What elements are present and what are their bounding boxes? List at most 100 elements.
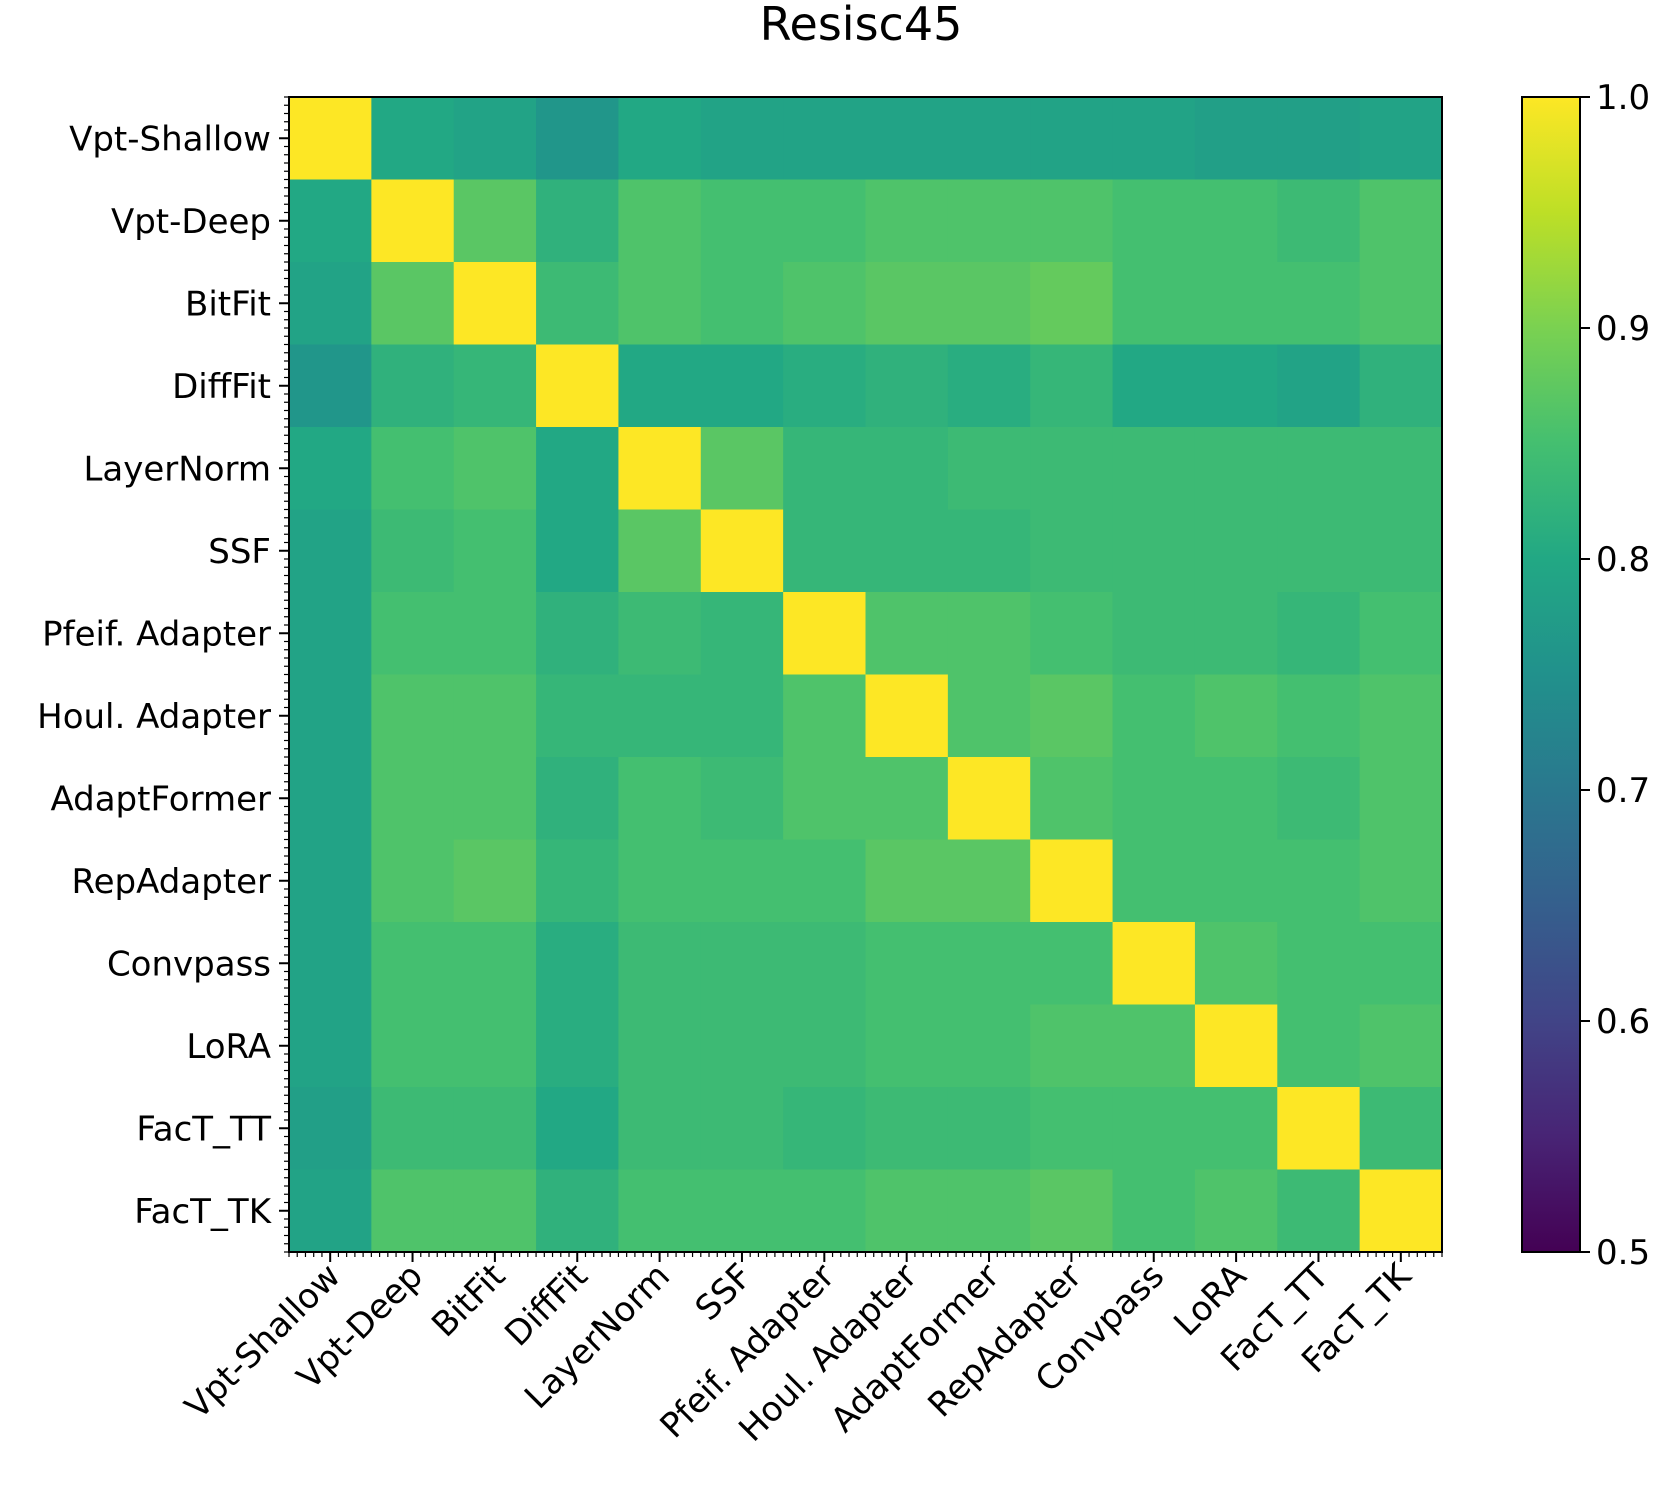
heatmap-cell — [536, 1004, 620, 1088]
y-tick-label: FacT_TT — [136, 1109, 271, 1149]
colorbar-tick-label: 0.5 — [1596, 1233, 1650, 1273]
heatmap-cell — [1112, 922, 1196, 1006]
y-tick-label: DiffFit — [172, 367, 271, 407]
heatmap-cell — [947, 509, 1031, 593]
heatmap-cell — [371, 1004, 455, 1088]
heatmap-cell — [536, 427, 620, 511]
heatmap-cell — [783, 1087, 867, 1171]
heatmap-cell — [1030, 757, 1114, 841]
heatmap-cell — [700, 262, 784, 346]
heatmap-cell — [783, 1004, 867, 1088]
y-tick-label: BitFit — [185, 284, 271, 324]
heatmap-cell — [1030, 592, 1114, 676]
heatmap-cell — [700, 179, 784, 263]
heatmap-cell — [371, 179, 455, 263]
heatmap-cell — [700, 922, 784, 1006]
heatmap-cell — [1112, 509, 1196, 593]
heatmap-cell — [700, 97, 784, 181]
heatmap-cell — [865, 1087, 949, 1171]
heatmap-cell — [618, 179, 702, 263]
heatmap-cell — [947, 757, 1031, 841]
heatmap-cell — [1277, 262, 1361, 346]
heatmap-cell — [947, 922, 1031, 1006]
heatmap-cell — [1277, 1169, 1361, 1253]
heatmap-cell — [865, 1004, 949, 1088]
heatmap-cell — [371, 509, 455, 593]
heatmap-cell — [1359, 344, 1443, 428]
heatmap-cell — [1277, 344, 1361, 428]
heatmap-cell — [1277, 1004, 1361, 1088]
heatmap-cell — [371, 592, 455, 676]
heatmap-cell — [1277, 839, 1361, 923]
heatmap-cell — [865, 97, 949, 181]
heatmap-cell — [1277, 97, 1361, 181]
heatmap-cell — [865, 344, 949, 428]
heatmap-cell — [618, 839, 702, 923]
heatmap-cell — [453, 344, 537, 428]
heatmap-cell — [1194, 674, 1278, 758]
heatmap-cell — [1359, 674, 1443, 758]
colorbar-tick-label: 1.0 — [1596, 78, 1650, 118]
heatmap-cell — [1030, 1169, 1114, 1253]
heatmap-cell — [453, 97, 537, 181]
heatmap-cell — [1112, 97, 1196, 181]
heatmap-cell — [865, 427, 949, 511]
heatmap-cell — [1030, 1004, 1114, 1088]
heatmap-cell — [783, 839, 867, 923]
heatmap-cell — [618, 1169, 702, 1253]
heatmap-cell — [453, 592, 537, 676]
chart-title: Resisc45 — [760, 0, 963, 51]
heatmap-cell — [453, 509, 537, 593]
heatmap-cell — [618, 262, 702, 346]
heatmap-cell — [700, 1004, 784, 1088]
heatmap-cell — [1359, 262, 1443, 346]
y-tick-label: Vpt-Deep — [111, 202, 271, 242]
heatmap-cell — [289, 509, 372, 593]
heatmap-cell — [536, 344, 620, 428]
heatmap-cell — [1194, 1087, 1278, 1171]
heatmap-cell — [453, 1169, 537, 1253]
heatmap-cell — [700, 839, 784, 923]
heatmap-cell — [289, 757, 372, 841]
heatmap-cell — [618, 509, 702, 593]
heatmap-cell — [618, 97, 702, 181]
heatmap-cell — [947, 1169, 1031, 1253]
heatmap-cell — [783, 1169, 867, 1253]
heatmap-cell — [1112, 674, 1196, 758]
heatmap-cell — [783, 509, 867, 593]
heatmap-cell — [536, 592, 620, 676]
heatmap-cell — [783, 427, 867, 511]
heatmap-cell — [453, 674, 537, 758]
heatmap-cell — [783, 262, 867, 346]
heatmap-cell — [1359, 1004, 1443, 1088]
x-tick-label: SSF — [688, 1256, 761, 1329]
heatmap-cell — [865, 1169, 949, 1253]
heatmap-cell — [289, 427, 372, 511]
y-tick-label: FacT_TK — [134, 1192, 273, 1232]
heatmap-cell — [536, 179, 620, 263]
heatmap-cell — [783, 674, 867, 758]
heatmap-cell — [371, 427, 455, 511]
heatmap-cell — [371, 97, 455, 181]
heatmap-cell — [371, 344, 455, 428]
heatmap-cell — [947, 427, 1031, 511]
heatmap-cell — [783, 179, 867, 263]
heatmap-cell — [700, 1087, 784, 1171]
heatmap-cell — [700, 757, 784, 841]
heatmap-cell — [289, 97, 372, 181]
heatmap-cells — [289, 97, 1443, 1253]
heatmap-cell — [783, 97, 867, 181]
heatmap-cell — [1277, 179, 1361, 263]
heatmap-cell — [618, 344, 702, 428]
heatmap-cell — [1194, 509, 1278, 593]
y-tick-label: RepAdapter — [72, 862, 272, 902]
heatmap-cell — [1277, 592, 1361, 676]
colorbar-gradient — [1521, 96, 1581, 1253]
heatmap-cell — [1194, 1004, 1278, 1088]
heatmap-cell — [536, 97, 620, 181]
heatmap-cell — [1359, 1169, 1443, 1253]
heatmap-cell — [371, 674, 455, 758]
heatmap-cell — [700, 509, 784, 593]
heatmap-cell — [289, 262, 372, 346]
heatmap-cell — [700, 592, 784, 676]
